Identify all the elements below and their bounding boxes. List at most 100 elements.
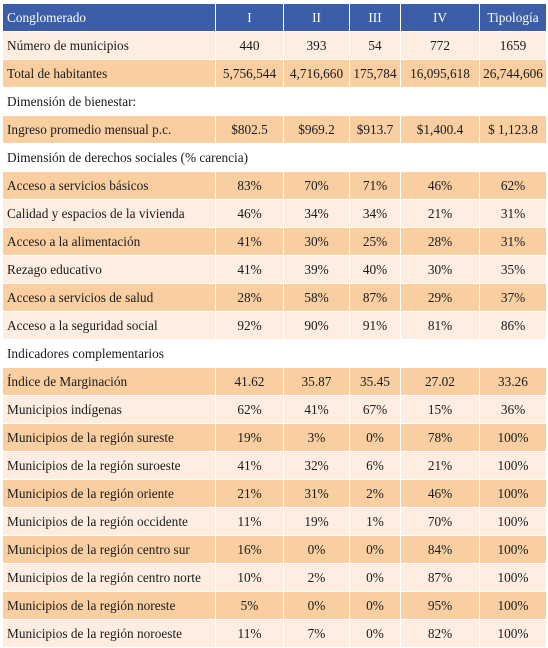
value-cell: 78% [400,423,480,452]
value-cell: 16,095,618 [400,59,480,88]
row-label: Municipios de la región suroeste [2,451,216,480]
value-cell: 11% [215,619,284,648]
value-cell: $ 1,123.8 [479,115,547,144]
value-cell: 33.26 [479,367,547,396]
value-cell: 41.62 [215,367,284,396]
header-cell-iv: IV [400,3,480,32]
value-cell: 70% [283,171,350,200]
value-cell: 70% [400,507,480,536]
header-cell-iii: III [349,3,401,32]
value-cell: 81% [400,311,480,340]
table-row: Total de habitantes 5,756,544 4,716,660 175… [2,59,547,88]
table-row: Calidad y espacios de la vivienda 46% 34% 3… [2,199,547,228]
table-row: Ingreso promedio mensual p.c. $802.5 $969.… [2,115,547,144]
value-cell: 11% [215,507,284,536]
value-cell: 21% [400,451,480,480]
row-label: Calidad y espacios de la vivienda [2,199,216,228]
value-cell: $913.7 [349,115,401,144]
table-row: Municipios de la región centro norte 10% 2… [2,563,547,592]
value-cell: 62% [215,395,284,424]
row-label: Municipios de la región centro sur [2,535,216,564]
value-cell: 0% [349,563,401,592]
value-cell: 87% [349,283,401,312]
value-cell: 29% [400,283,480,312]
row-label: Municipios indígenas [2,395,216,424]
value-cell: 0% [283,591,350,620]
value-cell: 0% [349,591,401,620]
value-cell: 82% [400,619,480,648]
table-row: Acceso a la alimentación 41% 30% 25% 28% 31% [2,227,547,256]
table-row: Acceso a la seguridad social 92% 90% 91% 81%… [2,311,547,340]
value-cell: 46% [400,171,480,200]
value-cell: 1% [349,507,401,536]
value-cell: 87% [400,563,480,592]
section-label: Dimensión de derechos sociales (% carenc… [2,143,547,172]
value-cell: 92% [215,311,284,340]
value-cell: 3% [283,423,350,452]
section-label: Dimensión de bienestar: [2,87,547,116]
table-row: Municipios de la región occidente 11% 19% 1… [2,507,547,536]
value-cell: 41% [283,395,350,424]
value-cell: $1,400.4 [400,115,480,144]
value-cell: 100% [479,591,547,620]
table-row: Acceso a servicios de salud 28% 58% 87% 29% 3… [2,283,547,312]
row-label: Rezago educativo [2,255,216,284]
value-cell: 19% [283,507,350,536]
table-row: Municipios de la región centro sur 16% 0% 0… [2,535,547,564]
value-cell: 83% [215,171,284,200]
value-cell: 30% [400,255,480,284]
value-cell: $802.5 [215,115,284,144]
value-cell: 100% [479,619,547,648]
value-cell: 31% [479,199,547,228]
header-cell-conglomerado: Conglomerado [2,3,216,32]
value-cell: 31% [479,227,547,256]
row-label: Municipios de la región occidente [2,507,216,536]
row-label: Municipios de la región noroeste [2,619,216,648]
value-cell: 91% [349,311,401,340]
value-cell: 7% [283,619,350,648]
value-cell: 4,716,660 [283,59,350,88]
row-label: Ingreso promedio mensual p.c. [2,115,216,144]
row-label: Municipios de la región oriente [2,479,216,508]
header-cell-ii: II [283,3,350,32]
value-cell: 95% [400,591,480,620]
row-label: Municipios de la región sureste [2,423,216,452]
value-cell: 100% [479,535,547,564]
value-cell: 41% [215,451,284,480]
value-cell: 5% [215,591,284,620]
table-row: Municipios de la región noroeste 11% 7% 0% 8… [2,619,547,648]
value-cell: 440 [215,31,284,60]
table-row: Municipios de la región suroeste 41% 32% 6%… [2,451,547,480]
value-cell: 62% [479,171,547,200]
value-cell: 32% [283,451,350,480]
value-cell: 2% [283,563,350,592]
table-row: Rezago educativo 41% 39% 40% 30% 35% [2,255,547,284]
value-cell: 37% [479,283,547,312]
value-cell: 21% [400,199,480,228]
value-cell: 10% [215,563,284,592]
value-cell: 30% [283,227,350,256]
value-cell: 393 [283,31,350,60]
value-cell: 772 [400,31,480,60]
value-cell: 26,744,606 [479,59,547,88]
value-cell: 46% [215,199,284,228]
value-cell: 54 [349,31,401,60]
value-cell: 34% [283,199,350,228]
section-label: Indicadores complementarios [2,339,547,368]
value-cell: 39% [283,255,350,284]
value-cell: $969.2 [283,115,350,144]
value-cell: 34% [349,199,401,228]
value-cell: 25% [349,227,401,256]
value-cell: 100% [479,479,547,508]
value-cell: 46% [400,479,480,508]
value-cell: 100% [479,507,547,536]
value-cell: 0% [349,423,401,452]
value-cell: 16% [215,535,284,564]
section-row: Indicadores complementarios [2,339,547,368]
row-label: Municipios de la región noreste [2,591,216,620]
row-label: Índice de Marginación [2,367,216,396]
value-cell: 84% [400,535,480,564]
value-cell: 100% [479,451,547,480]
table-row: Índice de Marginación 41.62 35.87 35.45 27.0… [2,367,547,396]
value-cell: 21% [215,479,284,508]
